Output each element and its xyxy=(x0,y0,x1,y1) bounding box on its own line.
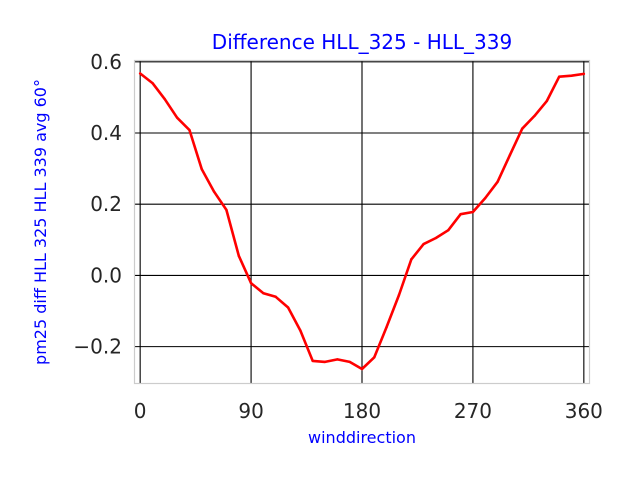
data-point xyxy=(521,127,524,130)
data-point xyxy=(225,208,228,212)
data-point xyxy=(151,81,154,85)
y-tick-label: 0.4 xyxy=(90,121,122,145)
data-point xyxy=(163,97,167,101)
data-point xyxy=(348,360,351,364)
data-point xyxy=(410,258,413,261)
data-point xyxy=(299,329,302,332)
data-point xyxy=(286,306,290,309)
data-point xyxy=(484,196,487,200)
data-point xyxy=(459,212,462,216)
x-tick-label: 360 xyxy=(565,399,603,423)
data-point xyxy=(336,358,339,361)
data-point xyxy=(373,356,376,359)
data-point xyxy=(212,190,216,193)
y-tick-label: 0.6 xyxy=(90,50,122,74)
plot-frame xyxy=(133,59,591,385)
x-tick-label: 180 xyxy=(343,399,381,423)
data-point xyxy=(582,72,586,76)
data-point xyxy=(422,242,425,246)
data-point xyxy=(262,292,265,295)
data-point xyxy=(323,360,327,364)
data-point xyxy=(200,168,203,171)
x-tick-label: 90 xyxy=(238,399,263,423)
data-point xyxy=(188,128,191,132)
data-point xyxy=(471,210,475,214)
y-tick-label: 0.0 xyxy=(90,263,122,287)
chart-title: Difference HLL_325 - HLL_339 xyxy=(212,30,512,54)
series-layer xyxy=(138,72,586,371)
data-point xyxy=(385,325,388,329)
data-point xyxy=(557,75,561,78)
data-point xyxy=(175,116,179,119)
tick-labels: 0 90 180 270 360 −0.2 0.0 0.2 0.4 0.6 xyxy=(73,50,603,423)
y-tick-label: −0.2 xyxy=(73,335,122,359)
data-point xyxy=(397,293,401,297)
data-point xyxy=(545,99,549,103)
data-point xyxy=(447,228,450,232)
data-point xyxy=(360,367,364,371)
data-point xyxy=(249,282,253,285)
data-point xyxy=(508,153,512,157)
data-point xyxy=(570,74,573,77)
data-point xyxy=(533,114,536,118)
grid-layer xyxy=(134,60,590,384)
y-tick-label: 0.2 xyxy=(90,192,122,216)
y-axis-label: pm25 diff HLL 325 HLL 339 avg 60° xyxy=(31,79,50,365)
data-point xyxy=(311,359,314,363)
x-tick-label: 0 xyxy=(134,399,147,423)
data-point xyxy=(237,254,240,258)
data-point xyxy=(434,236,438,240)
data-point xyxy=(274,295,277,298)
data-point xyxy=(496,180,499,183)
x-axis-label: winddirection xyxy=(308,428,416,447)
x-tick-label: 270 xyxy=(454,399,492,423)
data-point xyxy=(138,72,142,75)
